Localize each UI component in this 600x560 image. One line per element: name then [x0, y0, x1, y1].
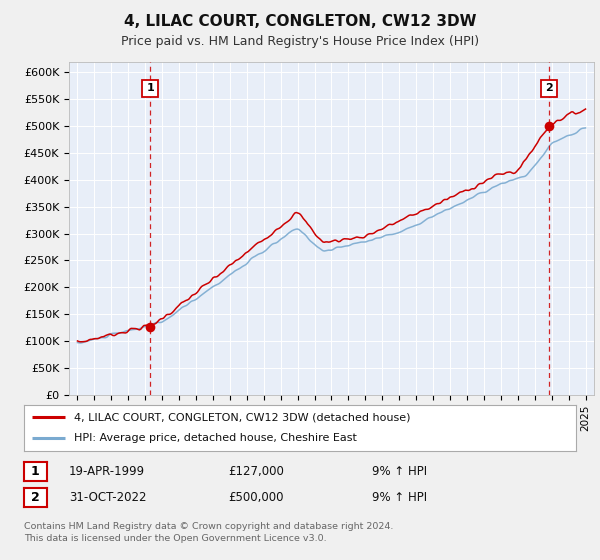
Text: 2: 2	[545, 83, 553, 94]
Text: 2: 2	[31, 491, 40, 504]
Text: £500,000: £500,000	[228, 491, 284, 504]
Text: HPI: Average price, detached house, Cheshire East: HPI: Average price, detached house, Ches…	[74, 433, 356, 444]
Text: 19-APR-1999: 19-APR-1999	[69, 465, 145, 478]
Text: 9% ↑ HPI: 9% ↑ HPI	[372, 491, 427, 504]
Text: Contains HM Land Registry data © Crown copyright and database right 2024.
This d: Contains HM Land Registry data © Crown c…	[24, 522, 394, 543]
Text: £127,000: £127,000	[228, 465, 284, 478]
Text: 9% ↑ HPI: 9% ↑ HPI	[372, 465, 427, 478]
Text: 1: 1	[31, 465, 40, 478]
Text: 4, LILAC COURT, CONGLETON, CW12 3DW (detached house): 4, LILAC COURT, CONGLETON, CW12 3DW (det…	[74, 412, 410, 422]
Text: 31-OCT-2022: 31-OCT-2022	[69, 491, 146, 504]
Text: 4, LILAC COURT, CONGLETON, CW12 3DW: 4, LILAC COURT, CONGLETON, CW12 3DW	[124, 14, 476, 29]
Text: Price paid vs. HM Land Registry's House Price Index (HPI): Price paid vs. HM Land Registry's House …	[121, 35, 479, 48]
Text: 1: 1	[146, 83, 154, 94]
